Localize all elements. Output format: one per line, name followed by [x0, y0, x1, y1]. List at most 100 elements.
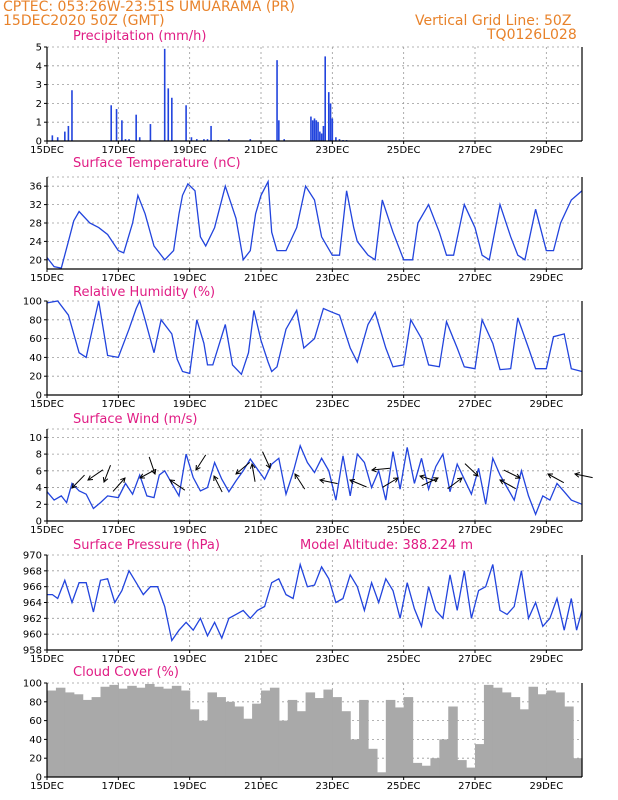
- cloud-cover-bar: [171, 685, 182, 777]
- wind-arrow-head: [456, 477, 463, 483]
- wind-arrow-head: [169, 479, 176, 485]
- cloud-cover-bar: [501, 692, 512, 777]
- wind-xtick-label: 25DEC: [387, 525, 421, 536]
- wind-arrow: [349, 479, 367, 488]
- wind-arrow-head: [120, 477, 126, 483]
- wind-xtick-label: 27DEC: [458, 525, 492, 536]
- temperature-xtick-label: 29DEC: [529, 273, 563, 284]
- humidity-xtick-label: 17DEC: [101, 399, 135, 410]
- precipitation-bar: [71, 90, 73, 141]
- wind-arrow-head: [318, 478, 325, 484]
- cloud-cover-bar: [91, 697, 102, 777]
- pressure-xtick-label: 15DEC: [30, 654, 64, 665]
- cloud-cover-bar: [376, 772, 387, 777]
- cloud-cover-bar: [430, 758, 440, 777]
- precipitation-bar: [149, 124, 152, 141]
- precipitation-bar: [319, 131, 321, 141]
- precipitation-bar: [329, 103, 332, 141]
- wind-arrow-head: [419, 474, 425, 480]
- wind-arrow-head: [213, 475, 219, 482]
- precipitation-ytick-label: 2: [36, 99, 42, 110]
- humidity-ytick-label: 20: [29, 372, 42, 383]
- temperature-ytick-label: 20: [29, 255, 42, 266]
- wind-arrow: [195, 454, 207, 471]
- wind-ytick-label: 0: [36, 517, 42, 528]
- precipitation-xtick-label: 17DEC: [101, 145, 135, 156]
- temperature-xtick-label: 17DEC: [101, 273, 135, 284]
- wind-arrow-head: [432, 477, 439, 483]
- cloud-cover-bar: [109, 684, 119, 777]
- cloud-cover-bar: [448, 706, 458, 777]
- wind-ytick-label: 8: [36, 450, 42, 461]
- cloud-cover-bar: [475, 744, 485, 777]
- precipitation-bar: [327, 92, 330, 141]
- wind-arrow: [294, 473, 306, 490]
- wind-xtick-label: 17DEC: [101, 525, 135, 536]
- pressure-series-line: [47, 561, 583, 643]
- precipitation-bar: [331, 118, 334, 141]
- wind-arrow: [235, 462, 251, 475]
- wind-arrow: [71, 474, 85, 489]
- cloud-cover-bar: [82, 699, 93, 777]
- cloud-cover-bar: [278, 720, 289, 777]
- precipitation-bar: [124, 139, 127, 141]
- cloud-cover-bar: [127, 685, 137, 777]
- wind-arrow: [319, 479, 338, 485]
- precipitation-bar: [311, 120, 314, 141]
- pressure-xtick-label: 25DEC: [387, 654, 421, 665]
- cloud-cover-bar: [483, 684, 494, 777]
- temperature-xtick-label: 25DEC: [387, 273, 421, 284]
- cloud-cover-bar: [100, 686, 111, 777]
- wind-arrow: [112, 477, 126, 492]
- cloud-cover-title: Cloud Cover (%): [73, 665, 179, 680]
- wind-series-line: [46, 443, 583, 517]
- cloud-cover-bar: [162, 688, 173, 777]
- wind-arrow-head: [71, 483, 77, 489]
- cloud-cover-xtick-label: 27DEC: [458, 781, 492, 792]
- precipitation-bar: [228, 139, 230, 141]
- cloud-cover-bar: [421, 765, 432, 777]
- wind-arrow-head: [102, 476, 109, 483]
- cloud-cover-bar: [234, 706, 244, 777]
- cloud-cover-bar: [198, 720, 209, 777]
- precipitation-bar: [110, 105, 112, 141]
- wind-arrow: [547, 473, 565, 484]
- temperature-ytick-label: 36: [29, 182, 42, 193]
- precipitation-xtick-label: 19DEC: [173, 145, 207, 156]
- precipitation-bar: [206, 139, 209, 141]
- cloud-cover-bar: [403, 697, 414, 777]
- cloud-cover-bar: [64, 692, 75, 777]
- wind-arrow-head: [139, 473, 145, 479]
- precipitation-bar: [278, 120, 280, 141]
- cloud-cover-bar: [269, 687, 280, 777]
- wind-arrow-head: [370, 466, 377, 473]
- wind-arrow-head: [573, 472, 580, 478]
- temperature-xtick-label: 23DEC: [315, 273, 349, 284]
- cloud-cover-xtick-label: 19DEC: [173, 781, 207, 792]
- temperature-xtick-label: 27DEC: [458, 273, 492, 284]
- cloud-cover-ytick-label: 40: [29, 735, 42, 746]
- cloud-cover-bar: [154, 686, 164, 777]
- pressure-ytick-label: 970: [23, 551, 42, 562]
- precipitation-bar: [138, 137, 141, 141]
- cloud-cover-bar: [225, 701, 235, 777]
- cloud-cover-xtick-label: 25DEC: [387, 781, 421, 792]
- wind-arrow: [371, 467, 390, 471]
- precipitation-ytick-label: 3: [36, 80, 42, 91]
- pressure-ytick-label: 960: [23, 630, 42, 641]
- cloud-cover-bar: [261, 690, 271, 777]
- wind-arrow-head: [514, 473, 521, 479]
- wind-arrow-head: [294, 473, 300, 480]
- wind-arrow-head: [499, 479, 505, 485]
- cloud-cover-bar: [519, 709, 530, 777]
- wind-arrow: [262, 451, 271, 469]
- precipitation-ytick-label: 1: [36, 118, 42, 129]
- cloud-cover-bar: [350, 739, 360, 777]
- humidity-ytick-label: 100: [23, 297, 42, 308]
- cloud-cover-bar: [118, 688, 128, 777]
- humidity-xtick-label: 19DEC: [173, 399, 207, 410]
- precipitation-bar: [196, 139, 198, 141]
- temperature-title: Surface Temperature (nC): [73, 156, 241, 171]
- precipitation-bar: [163, 48, 166, 141]
